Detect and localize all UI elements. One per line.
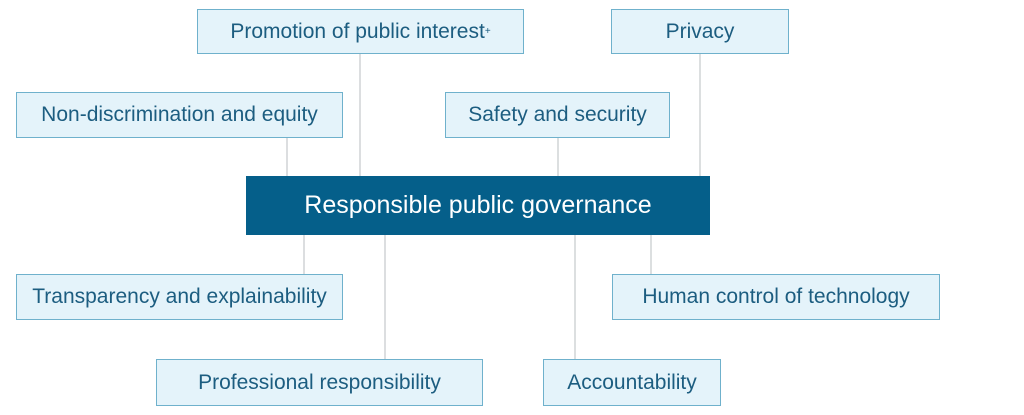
principle-label: Human control of technology (642, 285, 910, 308)
principle-professional-responsibility: Professional responsibility (156, 359, 483, 406)
principle-label: Non-discrimination and equity (41, 103, 318, 126)
principle-label: Privacy (665, 19, 735, 43)
central-node: Responsible public governance (246, 176, 710, 235)
principle-label: Accountability (567, 370, 697, 394)
principle-accountability: Accountability (543, 359, 721, 406)
principle-non-discrimination: Non-discrimination and equity (16, 92, 343, 138)
principle-label: Transparency and explainability (32, 285, 327, 308)
principle-label: Professional responsibility (198, 370, 441, 394)
central-node-label: Responsible public governance (304, 191, 652, 219)
principle-transparency: Transparency and explainability (16, 274, 343, 320)
principle-promotion-of-public-interest: Promotion of public interest + (197, 9, 524, 54)
principle-label: Safety and security (468, 103, 647, 126)
principle-privacy: Privacy (611, 9, 789, 54)
principle-safety-and-security: Safety and security (445, 92, 670, 138)
principle-human-control: Human control of technology (612, 274, 940, 320)
principle-label: Promotion of public interest (230, 19, 485, 43)
